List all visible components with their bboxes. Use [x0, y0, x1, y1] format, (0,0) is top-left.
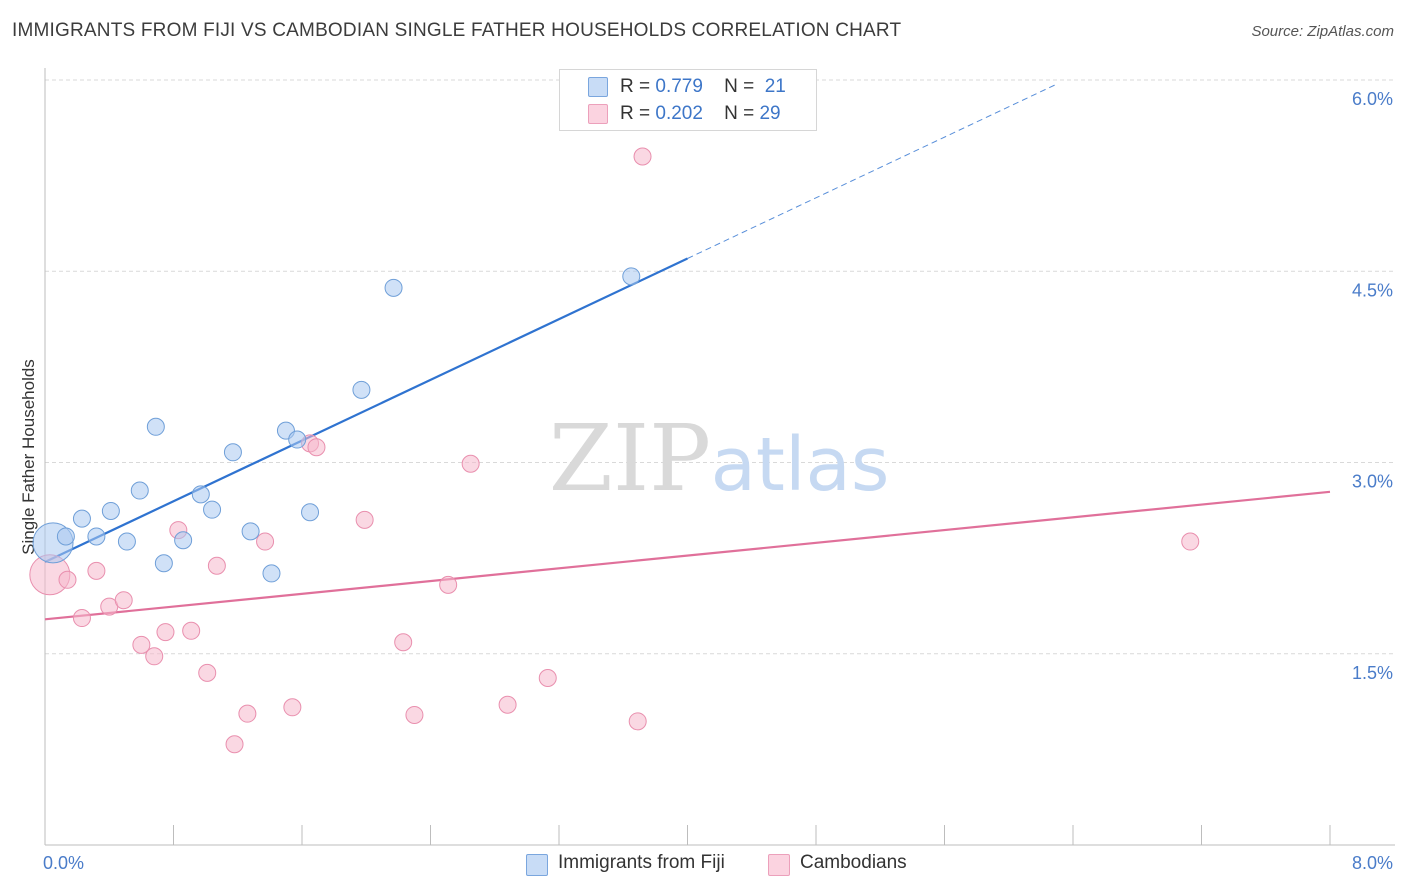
- fiji-point-8: [154, 554, 173, 573]
- fiji-trend-line: [44, 257, 688, 563]
- cambodians-point-21: [405, 705, 424, 724]
- axes: [44, 68, 1395, 846]
- fiji-point-13: [241, 522, 260, 541]
- cambodians-point-18: [307, 438, 326, 457]
- y-tick-label-3: 6.0%: [1352, 89, 1393, 109]
- cambodians-point-7: [145, 647, 164, 666]
- cambodians-point-8: [156, 623, 175, 642]
- camb-r-value: 0.202: [655, 103, 703, 124]
- fiji-trend-extension: [687, 83, 1058, 259]
- cambodians-trend-line: [44, 490, 1331, 621]
- legend-item-fiji: Immigrants from Fiji: [526, 850, 756, 878]
- fiji-r-value: 0.779: [655, 76, 703, 97]
- camb-n-value: 29: [759, 103, 781, 124]
- x-tick-labels: 0.0% 8.0%: [43, 853, 1393, 873]
- cambodians-point-22: [439, 575, 458, 594]
- cambodians-point-2: [72, 609, 91, 628]
- chart-title: IMMIGRANTS FROM FIJI VS CAMBODIAN SINGLE…: [12, 20, 902, 41]
- fiji-legend-swatch: [526, 854, 548, 876]
- fiji-n-label: N =: [724, 76, 755, 97]
- cambodians-point-3: [87, 561, 106, 580]
- fiji-point-4: [101, 501, 120, 520]
- watermark: ZIP atlas: [549, 405, 890, 512]
- fiji-n-value: 21: [764, 76, 786, 97]
- y-tick-label-2: 4.5%: [1352, 280, 1393, 300]
- fiji-point-18: [352, 380, 371, 399]
- fiji-point-10: [191, 485, 210, 504]
- grid-lines: [45, 79, 1395, 655]
- fiji-point-12: [223, 443, 242, 462]
- fiji-point-17: [301, 503, 320, 522]
- cambodians-point-14: [238, 704, 257, 723]
- cambodians-point-6: [132, 635, 151, 654]
- fiji-point-2: [72, 509, 91, 528]
- cambodians-legend-label: Cambodians: [800, 852, 907, 873]
- fiji-point-19: [384, 278, 403, 297]
- fiji-point-14: [262, 564, 281, 583]
- camb-n-label: N =: [724, 103, 755, 124]
- fiji-point-7: [146, 417, 165, 436]
- cambodians-point-25: [538, 668, 557, 687]
- y-tick-labels: 1.5% 3.0% 4.5% 6.0%: [1352, 89, 1393, 683]
- fiji-point-11: [203, 500, 222, 519]
- cambodians-point-10: [182, 621, 201, 640]
- watermark-zip: ZIP: [549, 405, 711, 512]
- x-tick-label-0: 0.0%: [43, 853, 84, 873]
- fiji-legend-label: Immigrants from Fiji: [558, 852, 725, 873]
- fiji-point-5: [117, 532, 136, 551]
- cambodians-point-20: [394, 633, 413, 652]
- cambodians-point-27: [633, 147, 652, 166]
- fiji-point-3: [87, 527, 106, 546]
- trend-lines: [44, 83, 1331, 621]
- y-tick-label-1: 3.0%: [1352, 472, 1393, 492]
- fiji-point-16: [288, 430, 307, 449]
- x-tick-label-1: 8.0%: [1352, 853, 1393, 873]
- cambodians-point-11: [198, 663, 217, 682]
- fiji-point-1: [56, 527, 75, 546]
- fiji-swatch: [588, 77, 608, 97]
- cambodians-point-19: [355, 510, 374, 529]
- cambodians-point-13: [225, 735, 244, 754]
- cambodians-point-16: [283, 698, 302, 717]
- fiji-point-20: [622, 267, 641, 286]
- legend-item-cambodians: Cambodians: [768, 850, 938, 878]
- cambodians-point-12: [207, 556, 226, 575]
- fiji-point-9: [174, 531, 193, 550]
- source-credit: Source: ZipAtlas.com: [1251, 23, 1394, 40]
- cambodians-point-15: [256, 532, 275, 551]
- y-tick-label-0: 1.5%: [1352, 663, 1393, 683]
- cambodians-point-5: [114, 591, 133, 610]
- camb-r-label: R =: [620, 103, 651, 124]
- cambodians-points: [29, 147, 1200, 754]
- cambodians-legend-swatch: [768, 854, 790, 876]
- fiji-r-label: R =: [620, 76, 651, 97]
- y-axis-label: Single Father Households: [19, 359, 38, 555]
- fiji-points: [32, 267, 641, 583]
- correlation-legend: R = 0.779 N = 21 R = 0.202 N = 29: [559, 69, 817, 131]
- cambodians-point-28: [1181, 532, 1200, 551]
- cambodians-swatch: [588, 104, 608, 124]
- cambodians-point-23: [461, 454, 480, 473]
- cambodians-point-1: [58, 570, 77, 589]
- cambodians-point-26: [628, 712, 647, 731]
- fiji-point-6: [130, 481, 149, 500]
- cambodians-point-24: [498, 695, 517, 714]
- watermark-atlas: atlas: [711, 422, 890, 508]
